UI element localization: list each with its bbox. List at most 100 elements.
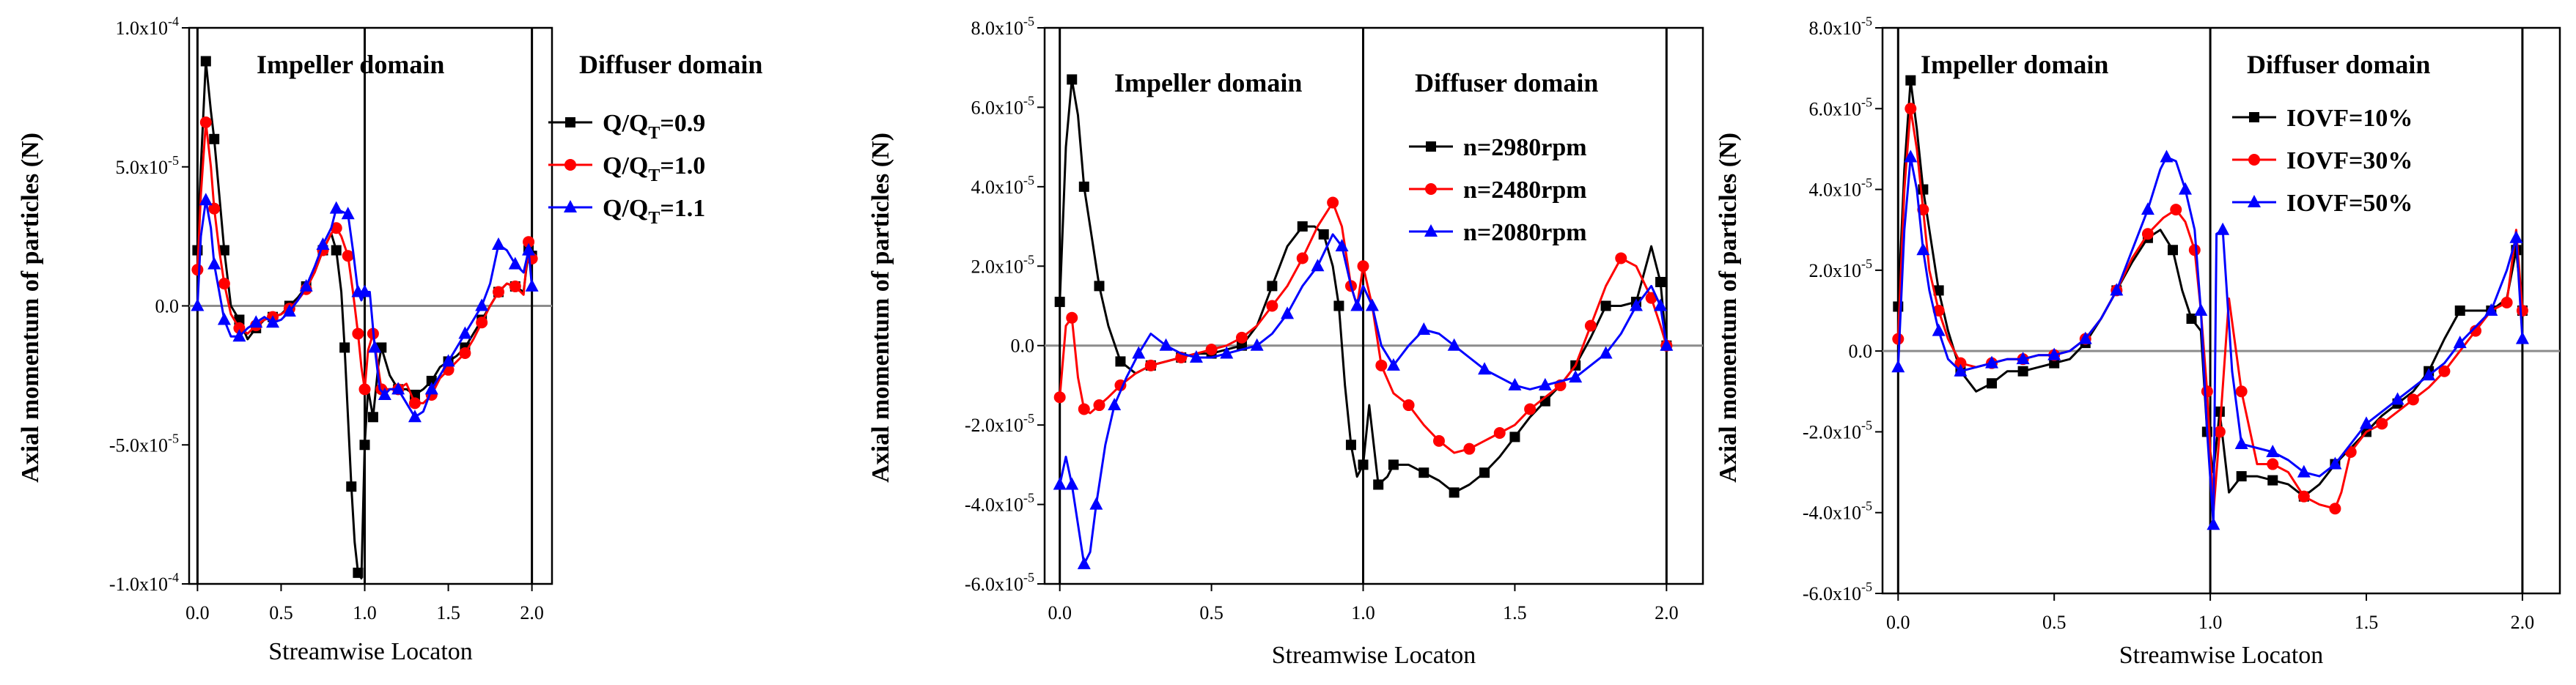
data-point	[2141, 228, 2154, 240]
data-point	[2470, 325, 2482, 337]
impeller-domain-label: Impeller domain	[1921, 50, 2108, 79]
data-point	[2078, 331, 2092, 344]
y-tick-label: -2.0x10-5	[965, 411, 1034, 436]
data-point	[1093, 399, 1105, 412]
data-point	[329, 201, 343, 214]
data-point	[367, 412, 378, 423]
data-point	[522, 242, 536, 256]
data-point	[1478, 362, 1492, 375]
legend-marker	[1426, 141, 1436, 152]
y-tick-label: 8.0x10-5	[1809, 14, 1873, 39]
data-point	[1918, 184, 1929, 195]
data-point	[1235, 331, 1248, 344]
x-tick-label: 1.0	[353, 602, 377, 623]
data-point	[1350, 298, 1364, 311]
data-point	[2017, 366, 2028, 377]
y-tick-label: 4.0x10-5	[1809, 176, 1873, 201]
y-tick-label: -6.0x10-5	[1803, 580, 1872, 604]
data-point	[1132, 346, 1146, 359]
series-3	[1891, 149, 2529, 530]
data-point	[2438, 365, 2451, 377]
data-point	[2500, 296, 2513, 308]
data-point	[2214, 406, 2225, 417]
data-point	[209, 133, 220, 144]
data-point	[2516, 305, 2528, 316]
data-point	[2170, 204, 2182, 216]
data-point	[1078, 403, 1090, 415]
legend-label: n=2480rpm	[1463, 177, 1587, 204]
data-point	[331, 245, 342, 256]
data-point	[199, 193, 213, 206]
y-tick-label: 1.0x10-4	[116, 14, 180, 39]
data-point	[1479, 467, 1490, 478]
data-point	[1053, 391, 1066, 404]
data-point	[191, 264, 204, 276]
data-point	[1916, 242, 1930, 256]
data-point	[1432, 434, 1445, 447]
data-point	[1508, 377, 1522, 390]
series-line	[1059, 233, 1668, 566]
x-tick-label: 1.5	[1503, 602, 1527, 623]
legend: n=2980rpm n=2480rpm n=2080rpm	[1409, 134, 1587, 246]
data-point	[2194, 303, 2208, 316]
data-point	[2186, 314, 2197, 325]
data-point	[2509, 230, 2523, 243]
legend-marker	[2249, 112, 2259, 122]
data-point	[1311, 259, 1325, 272]
data-point	[2515, 331, 2529, 344]
data-point	[523, 236, 535, 248]
data-point	[1584, 319, 1597, 332]
legend-marker	[1425, 183, 1437, 195]
data-point	[1067, 74, 1078, 85]
data-point	[1654, 298, 1668, 311]
plot-frame	[1043, 26, 1704, 585]
legend-marker	[1424, 224, 1438, 237]
data-point	[218, 278, 230, 290]
data-point	[408, 410, 422, 423]
data-point	[282, 304, 296, 317]
x-tick-label: 1.0	[1351, 602, 1375, 623]
data-point	[1115, 356, 1126, 367]
data-point	[2188, 244, 2201, 256]
series-line	[1059, 78, 1668, 494]
data-point	[2484, 303, 2498, 316]
x-axis-title: Streamwise Locaton	[2119, 642, 2324, 669]
data-point	[2391, 392, 2404, 405]
data-point	[1066, 311, 1078, 324]
data-point	[1655, 276, 1666, 287]
data-point	[346, 481, 357, 492]
data-point	[508, 256, 522, 270]
data-point	[2216, 222, 2230, 235]
data-point	[525, 278, 539, 292]
data-point	[458, 326, 472, 339]
x-axis-title: Streamwise Locaton	[268, 638, 473, 665]
data-point	[358, 284, 372, 297]
data-point	[1905, 103, 1917, 115]
data-point	[1267, 281, 1278, 292]
x-tick-label: 0.0	[1048, 602, 1072, 623]
diffuser-domain-label: Diffuser domain	[579, 50, 762, 79]
data-point	[1660, 338, 1674, 351]
y-tick-label: -2.0x10-5	[1803, 418, 1872, 443]
data-point	[492, 237, 506, 251]
data-point	[342, 250, 354, 262]
legend-label: Q/QT=1.1	[603, 195, 705, 228]
data-point	[1905, 75, 1916, 86]
legend-label: n=2980rpm	[1463, 134, 1587, 161]
data-point	[208, 202, 221, 215]
data-point	[1418, 467, 1429, 478]
data-point	[2234, 436, 2248, 449]
diffuser-domain-label: Diffuser domain	[2247, 50, 2430, 79]
data-point	[352, 327, 364, 340]
y-tick-label: 8.0x10-5	[971, 14, 1035, 39]
data-point	[1447, 338, 1461, 351]
data-point	[476, 316, 488, 329]
data-point	[459, 347, 471, 360]
data-point	[2235, 385, 2248, 398]
series-3	[191, 193, 539, 423]
data-point	[2016, 352, 2030, 365]
y-tick-label: -4.0x10-5	[965, 491, 1034, 516]
data-point	[2049, 358, 2060, 369]
data-point	[1449, 487, 1460, 498]
data-point	[2201, 385, 2213, 398]
